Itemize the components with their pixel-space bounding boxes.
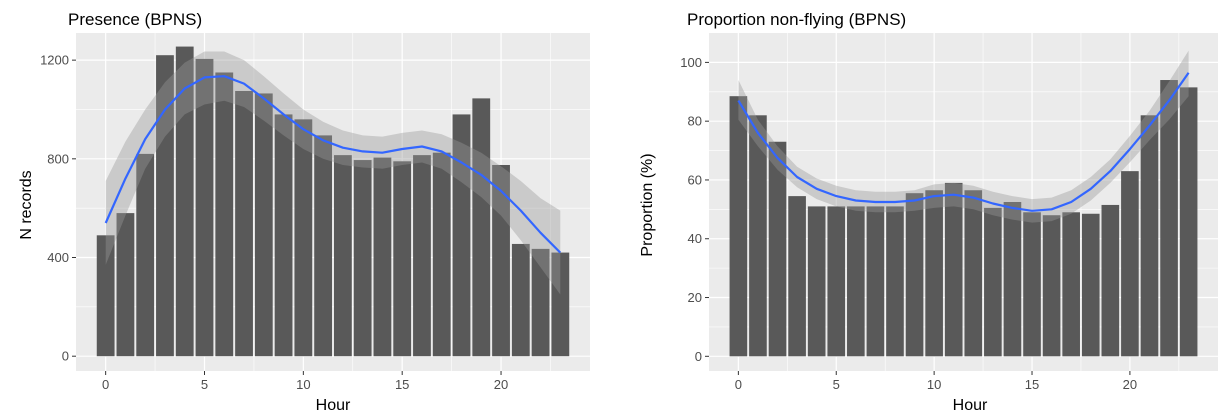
smooth-line (104, 75, 562, 254)
bar (373, 157, 392, 357)
bar (235, 90, 253, 357)
chart-title: Proportion non-flying (BPNS) (687, 10, 906, 29)
bar (393, 161, 412, 357)
bar (886, 206, 904, 357)
y-tick-label: 0 (62, 349, 69, 364)
bar (1042, 215, 1061, 357)
bar (254, 93, 273, 357)
y-tick-label: 1200 (40, 53, 69, 68)
y-tick-label: 80 (688, 114, 702, 129)
bar (294, 119, 313, 357)
x-tick-label: 10 (927, 377, 941, 392)
bar (866, 206, 885, 357)
bar (729, 96, 748, 357)
smooth-line (737, 72, 1190, 212)
plot-area (709, 33, 1218, 371)
bar (156, 55, 174, 357)
bar (1062, 212, 1080, 357)
confidence-ribbon (105, 51, 561, 295)
bar (413, 155, 431, 357)
x-tick-label: 20 (494, 377, 508, 392)
bar (1101, 204, 1120, 357)
bar (827, 206, 846, 357)
bar (768, 141, 787, 357)
bar (1179, 87, 1198, 357)
bar (749, 115, 767, 357)
x-tick-label: 15 (1025, 377, 1039, 392)
bar (964, 190, 983, 357)
bar (944, 182, 963, 357)
bar (492, 164, 510, 357)
bar (1003, 202, 1022, 357)
bar (1140, 115, 1159, 357)
panel-proportion: Proportion non-flying (BPNS) Hour Propor… (612, 0, 1224, 411)
bar (551, 252, 570, 357)
bar (116, 213, 135, 357)
bar (353, 160, 372, 357)
y-tick-label: 60 (688, 172, 702, 187)
x-tick-label: 5 (201, 377, 208, 392)
x-axis-label: Hour (316, 397, 351, 411)
bar (452, 114, 471, 357)
bar (195, 58, 214, 357)
bar (333, 155, 352, 357)
y-tick-label: 40 (688, 231, 702, 246)
bar (215, 72, 234, 357)
x-tick-label: 15 (395, 377, 409, 392)
y-tick-label: 100 (680, 55, 702, 70)
bar (1160, 80, 1178, 357)
bar (314, 135, 333, 357)
chart-proportion: Proportion non-flying (BPNS) Hour Propor… (639, 10, 1218, 411)
bar (1121, 171, 1139, 357)
bar (432, 152, 451, 357)
bar (984, 207, 1002, 357)
y-tick-label: 0 (695, 349, 702, 364)
x-tick-label: 5 (833, 377, 840, 392)
x-tick-label: 0 (735, 377, 742, 392)
chart-presence: Presence (BPNS) Hour N records 0 400 800 12… (18, 10, 590, 411)
bar (925, 190, 943, 357)
chart-title: Presence (BPNS) (68, 10, 202, 29)
bar (807, 206, 826, 357)
y-tick-label: 400 (47, 250, 69, 265)
x-axis-label: Hour (953, 397, 988, 411)
bar (847, 206, 865, 357)
bar (788, 196, 806, 357)
bar (905, 193, 924, 357)
bar (96, 235, 115, 357)
x-tick-label: 20 (1123, 377, 1137, 392)
confidence-ribbon (738, 50, 1189, 223)
y-axis-label: Proportion (%) (639, 153, 656, 256)
x-tick-label: 0 (102, 377, 109, 392)
y-tick-label: 20 (688, 290, 702, 305)
bar (175, 46, 194, 357)
y-axis-label: N records (18, 170, 35, 239)
bar (1081, 213, 1100, 357)
bar (472, 98, 491, 357)
x-tick-label: 10 (296, 377, 310, 392)
bar (136, 153, 155, 357)
bar (531, 248, 550, 357)
y-tick-label: 800 (47, 151, 69, 166)
panel-presence: Presence (BPNS) Hour N records 0 400 800 12… (18, 10, 590, 411)
plot-area (76, 33, 590, 371)
bar (274, 114, 293, 357)
bar (1023, 212, 1041, 357)
bar (511, 243, 530, 357)
